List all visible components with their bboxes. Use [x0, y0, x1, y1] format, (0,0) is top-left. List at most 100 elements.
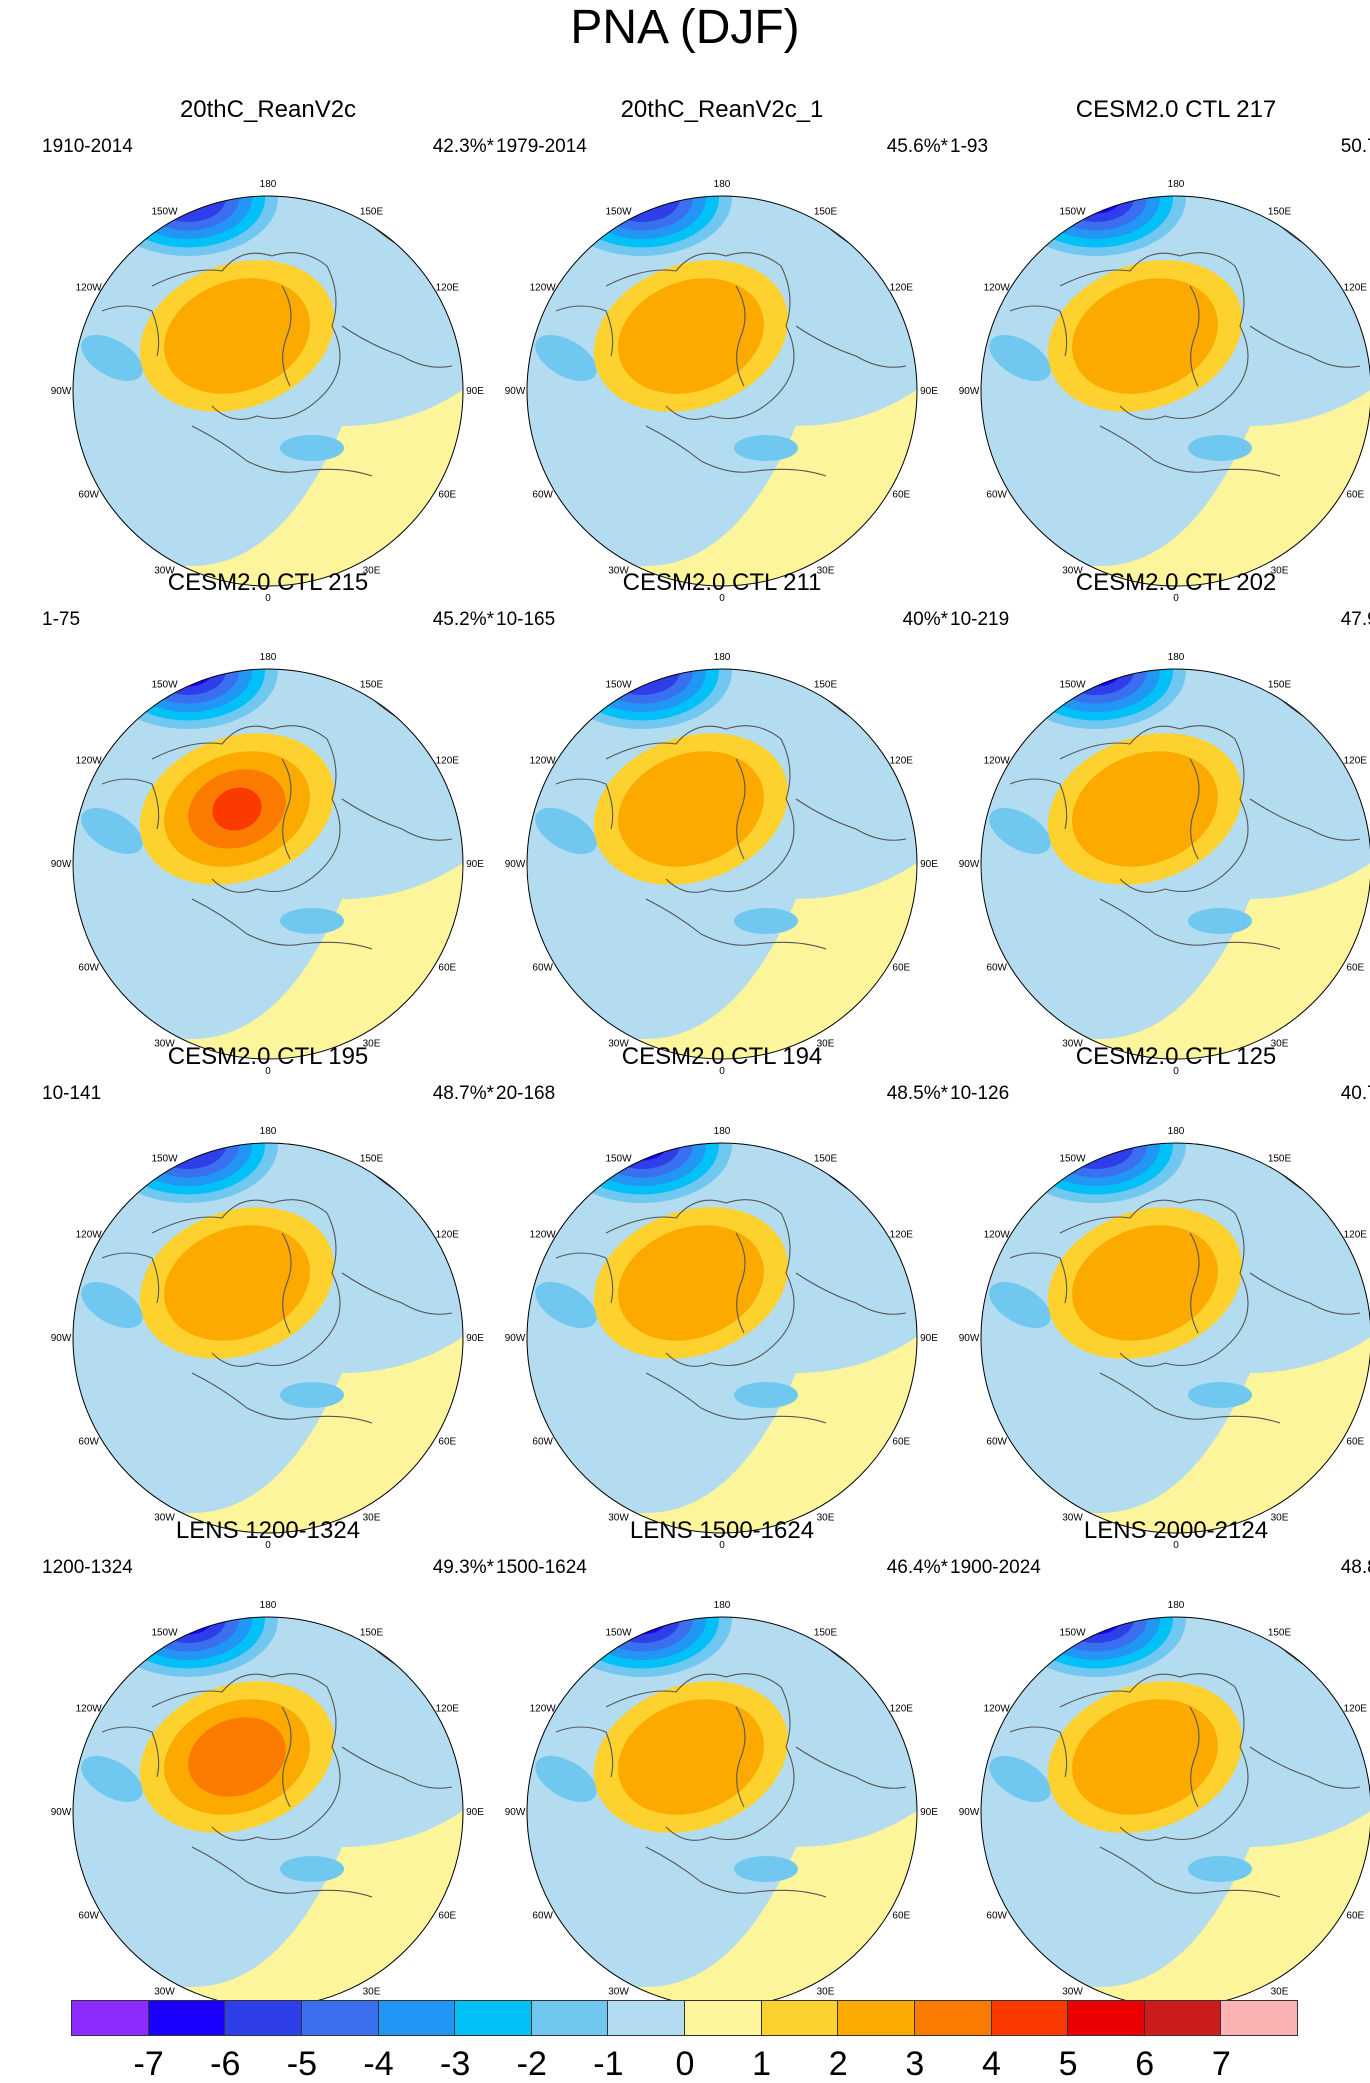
longitude-label: 90W — [51, 1807, 72, 1818]
colorbar-label: 7 — [1211, 2045, 1231, 2083]
variance-explained: 45.2%* — [432, 609, 494, 630]
coastline — [341, 1272, 453, 1315]
longitude-label: 30W — [608, 1512, 629, 1523]
longitude-label: 180 — [1168, 1126, 1185, 1137]
coastline — [795, 325, 907, 368]
north-america-high-contour — [618, 1699, 764, 1815]
coastline — [645, 1846, 827, 1898]
colorbar-swatch — [1067, 2000, 1145, 2036]
panel-period: 20-168 — [496, 1083, 556, 1104]
europe-low-contour — [734, 908, 798, 934]
north-america-high-contour — [1072, 751, 1218, 867]
longitude-label: 30E — [363, 1512, 381, 1523]
longitude-label: 30E — [363, 1986, 381, 1997]
longitude-label: 90E — [920, 386, 938, 397]
figure-title: PNA (DJF) — [570, 1, 800, 54]
longitude-label: 90W — [505, 386, 526, 397]
atlantic-low-contour — [81, 1281, 143, 1329]
longitude-label: 120W — [984, 283, 1011, 294]
colorbar-label: -1 — [593, 2045, 624, 2083]
longitude-label: 150W — [151, 207, 178, 218]
longitude-label: 120W — [984, 1230, 1011, 1241]
atlantic-low-contour — [81, 807, 143, 855]
colorbar-boxes — [71, 2000, 1298, 2036]
longitude-label: 90W — [959, 1333, 980, 1344]
panel-period: 1200-1324 — [42, 1557, 133, 1578]
colorbar-swatch — [684, 2000, 762, 2036]
longitude-label: 150E — [814, 680, 838, 691]
colorbar-label: -5 — [286, 2045, 317, 2083]
coastline — [795, 1272, 907, 1315]
longitude-label: 30W — [154, 1038, 175, 1049]
longitude-label: 30E — [1271, 1038, 1289, 1049]
map-boundary — [72, 195, 464, 587]
north-america-high-contour — [164, 278, 310, 394]
coastline — [1189, 1706, 1200, 1808]
coastline — [151, 1199, 341, 1367]
longitude-label: 90E — [466, 859, 484, 870]
longitude-label: 180 — [260, 1600, 277, 1611]
map-boundary — [980, 195, 1370, 587]
coastline — [1059, 725, 1249, 893]
longitude-label: 150E — [360, 1154, 384, 1165]
variance-explained: 48.5%* — [886, 1083, 948, 1104]
map-panel: 20thC_ReanV2c 1910-2014 42.3%* 180 150E 120E 9… — [42, 96, 494, 604]
colorbar-swatch — [990, 2000, 1069, 2036]
colorbar-label: -7 — [133, 2045, 164, 2083]
north-america-high-contour — [618, 278, 764, 394]
longitude-label: 0 — [265, 1540, 271, 1551]
panel-period: 10-126 — [950, 1083, 1010, 1104]
longitude-label: 30E — [817, 1512, 835, 1523]
longitude-label: 120E — [890, 283, 914, 294]
coastline — [191, 425, 373, 477]
coastline — [555, 778, 614, 830]
coastline — [101, 778, 160, 830]
longitude-label: 60W — [986, 1437, 1007, 1448]
coastline — [191, 1372, 373, 1424]
panel-period: 1900-2024 — [950, 1557, 1041, 1578]
longitude-label: 120W — [530, 1704, 557, 1715]
north-america-high-contour — [212, 787, 262, 831]
longitude-label: 120W — [76, 756, 103, 767]
longitude-label: 90W — [959, 386, 980, 397]
longitude-label: 30W — [608, 1038, 629, 1049]
colorbar-swatch — [1143, 2000, 1222, 2036]
europe-low-contour — [1188, 1856, 1252, 1882]
map-panel: LENS 1500-1624 1500-1624 46.4%* 180 150E 120E… — [496, 1517, 948, 2025]
longitude-label: 60E — [438, 1911, 456, 1922]
panel-period: 10-219 — [950, 609, 1010, 630]
longitude-label: 150W — [605, 207, 632, 218]
panel-period: 1910-2014 — [42, 136, 133, 157]
longitude-label: 120E — [1344, 1704, 1368, 1715]
longitude-label: 60E — [438, 963, 456, 974]
colorbar-label: 6 — [1135, 2045, 1155, 2083]
variance-explained: 42.3%* — [432, 136, 494, 157]
colorbar-label: -6 — [210, 2045, 241, 2083]
north-america-high-contour — [1072, 1699, 1218, 1815]
longitude-label: 150E — [360, 207, 384, 218]
longitude-label: 90W — [51, 386, 72, 397]
longitude-label: 180 — [714, 1126, 731, 1137]
coastline — [555, 1252, 614, 1304]
map-boundary — [980, 1142, 1370, 1534]
colorbar-label: -4 — [363, 2045, 394, 2083]
coastline — [1189, 285, 1200, 387]
coastline — [795, 1746, 907, 1789]
longitude-label: 150W — [151, 1154, 178, 1165]
panel-title: LENS 1500-1624 — [629, 1517, 815, 1544]
longitude-label: 60E — [892, 1437, 910, 1448]
longitude-label: 150W — [605, 680, 632, 691]
coastline — [735, 1232, 746, 1334]
coastline — [1059, 252, 1249, 420]
longitude-label: 150W — [1059, 680, 1086, 691]
coastline — [605, 1199, 795, 1367]
colorbar: -7 -6 -5 -4 -3 -2 -1 0 1 2 3 4 5 6 7 — [71, 2000, 1298, 2083]
longitude-label: 90E — [920, 1333, 938, 1344]
coastline — [1099, 1372, 1281, 1424]
coastline — [645, 425, 827, 477]
panel-title: 20thC_ReanV2c — [179, 96, 357, 123]
longitude-label: 150W — [151, 1628, 178, 1639]
